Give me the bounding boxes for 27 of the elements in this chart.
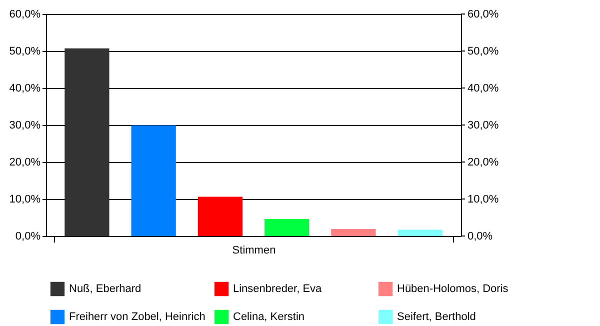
legend-label: Nuß, Eberhard xyxy=(69,283,142,295)
bar xyxy=(398,230,442,236)
text: 20,0% xyxy=(468,156,499,168)
text: 30,0% xyxy=(468,120,499,132)
y-tick-label: 10,0% xyxy=(9,194,41,206)
bar xyxy=(64,48,110,236)
text: 10,0% xyxy=(468,194,499,206)
text: 0,0% xyxy=(468,230,493,242)
text: 50,0% xyxy=(468,46,499,58)
y-tick-label: 60,0% xyxy=(9,8,41,20)
bar xyxy=(264,218,310,236)
y-tick-label: 40,0% xyxy=(9,82,41,94)
y-tick-label: 50,0% xyxy=(9,46,41,58)
bar xyxy=(331,228,376,236)
text: 40,0% xyxy=(468,82,499,94)
y-tick-label: 20,0% xyxy=(9,156,41,168)
legend-label: Seifert, Berthold xyxy=(397,311,476,323)
legend-label: Hüben-Holomos, Doris xyxy=(397,283,509,295)
bar xyxy=(131,125,176,236)
x-tick-label: Stimmen xyxy=(232,244,276,256)
bar xyxy=(198,196,243,236)
legend-label: Linsenbreder, Eva xyxy=(233,283,323,295)
legend-label: Freiherr von Zobel, Heinrich xyxy=(69,311,206,323)
legend-label: Celina, Kerstin xyxy=(233,311,305,323)
text: 60,0% xyxy=(468,8,499,20)
y-tick-label: 30,0% xyxy=(9,120,41,132)
y-tick-label: 0,0% xyxy=(15,230,41,242)
